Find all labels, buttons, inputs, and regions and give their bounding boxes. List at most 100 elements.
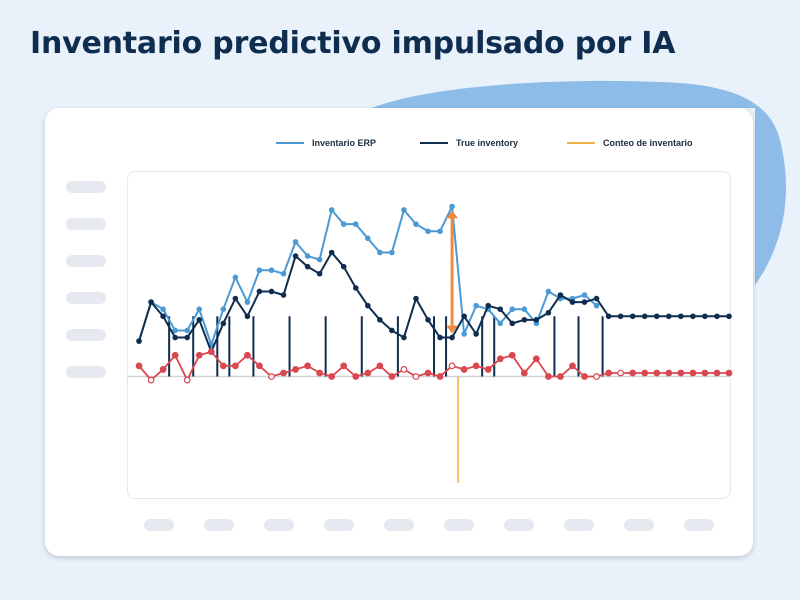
x-axis-label-placeholder (204, 519, 234, 531)
erp-series-point (377, 249, 383, 256)
demand-point (280, 369, 287, 377)
demand-point (496, 355, 504, 363)
x-axis-label-placeholder (144, 519, 174, 531)
erp-series-point (365, 235, 371, 242)
demand-point (460, 366, 468, 373)
erp-series-line (138, 205, 598, 346)
erp-series-point (401, 207, 407, 213)
erp-series-point (268, 267, 275, 274)
true-inventory-series-point (461, 313, 467, 320)
demand-point (364, 369, 372, 377)
erp-series-point (328, 207, 335, 213)
true-inventory-series-point (533, 317, 540, 323)
demand-point (605, 369, 612, 377)
true-inventory-series-point (437, 334, 443, 341)
true-inventory-series-point (160, 313, 166, 320)
erp-series-point (521, 306, 528, 312)
legend-swatch-erp (276, 142, 304, 144)
true-inventory-series-point (401, 334, 407, 341)
erp-series-point (160, 306, 166, 312)
x-axis-label-placeholder (324, 519, 354, 531)
true-inventory-series-point (641, 313, 648, 320)
demand-point (268, 373, 275, 380)
demand-point (677, 369, 685, 377)
demand-point (593, 373, 600, 380)
demand-point (701, 369, 709, 377)
erp-series-point (413, 221, 419, 227)
true-inventory-series-point (702, 313, 708, 320)
true-inventory-series-point (172, 334, 178, 341)
true-inventory-series-point (413, 295, 419, 302)
true-inventory-series-point (220, 320, 227, 327)
legend-swatch-true-inventory (420, 142, 448, 144)
demand-point (243, 351, 251, 359)
true-inventory-series-point (316, 270, 323, 277)
demand-point (713, 369, 721, 377)
true-inventory-series-point (569, 299, 576, 305)
true-inventory-series-point (473, 331, 479, 337)
demand-series-group (135, 348, 733, 384)
plot-area (127, 171, 731, 499)
true-inventory-series-point (365, 302, 371, 309)
true-inventory-series-point (497, 306, 504, 312)
true-inventory-series-point (425, 317, 431, 323)
demand-point (207, 348, 215, 356)
erp-series-point (352, 221, 359, 227)
true-inventory-series-point (726, 313, 732, 320)
erp-series-point (340, 221, 347, 227)
legend-item-count[interactable]: Conteo de inventario (567, 136, 693, 150)
true-inventory-series-point (352, 285, 359, 291)
legend-item-true-inventory[interactable]: True inventory (420, 136, 518, 150)
y-axis-label-placeholder (66, 255, 106, 267)
y-axis-label-placeholder (66, 366, 106, 378)
true-inventory-series-point (377, 317, 383, 323)
demand-point (629, 369, 637, 377)
demand-point (557, 373, 564, 380)
demand-point (219, 362, 227, 370)
demand-point (304, 362, 312, 370)
erp-series-point (497, 320, 504, 327)
x-axis-label-placeholder (444, 519, 474, 531)
demand-point (183, 376, 191, 384)
demand-point (689, 369, 697, 377)
legend-label-count: Conteo de inventario (603, 138, 693, 148)
erp-series-point (256, 267, 263, 274)
y-axis-label-placeholder (66, 329, 106, 341)
demand-point (147, 376, 155, 384)
true-inventory-series-point (617, 313, 624, 320)
true-inventory-series-point (328, 249, 335, 256)
true-inventory-series-point (666, 313, 672, 320)
true-inventory-series-point (593, 295, 600, 302)
demand-point (424, 369, 432, 377)
y-axis-label-placeholder (66, 181, 106, 193)
legend-label-erp: Inventario ERP (312, 138, 377, 148)
true-inventory-series-point (509, 320, 516, 327)
demand-point (436, 373, 444, 380)
demand-point (472, 362, 480, 370)
true-inventory-series-point (449, 334, 455, 341)
demand-point (725, 369, 733, 377)
x-axis-label-placeholder (684, 519, 714, 531)
demand-point (641, 369, 649, 377)
demand-point (231, 362, 239, 370)
erp-series-point (389, 249, 395, 256)
true-inventory-series-point (521, 317, 528, 323)
true-inventory-series-point (184, 334, 190, 341)
demand-point (581, 373, 588, 380)
legend-label-true-inventory: True inventory (456, 138, 519, 148)
true-inventory-series-point (136, 338, 142, 344)
true-inventory-series-point (256, 288, 263, 295)
erp-series-point (184, 327, 190, 334)
demand-point (569, 362, 576, 370)
erp-series-point (509, 306, 516, 312)
x-axis-label-placeholder (384, 519, 414, 531)
erp-series-point (220, 306, 227, 312)
y-axis-label-placeholder (66, 218, 106, 230)
true-inventory-series-point (678, 313, 684, 320)
demand-point (400, 366, 408, 373)
erp-series-group (136, 203, 600, 348)
legend-item-erp[interactable]: Inventario ERP (276, 136, 376, 150)
chart-legend: Inventario ERP True inventory Conteo de … (0, 136, 800, 152)
demand-point (328, 373, 336, 380)
